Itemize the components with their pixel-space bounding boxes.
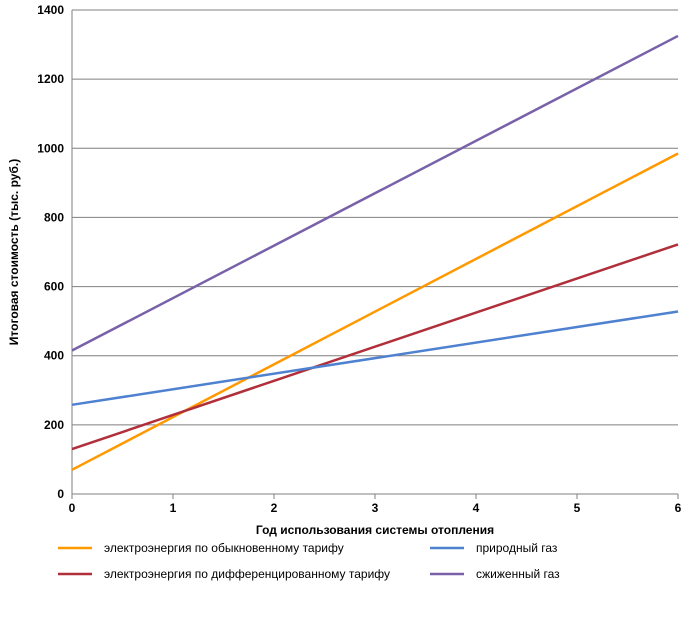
x-tick-label: 3 — [372, 501, 379, 515]
y-tick-label: 0 — [57, 487, 64, 501]
x-tick-label: 4 — [473, 501, 480, 515]
y-tick-label: 200 — [44, 418, 64, 432]
series-elec_regular — [72, 153, 678, 469]
legend-label-natural_gas: природный газ — [476, 541, 558, 555]
x-tick-label: 6 — [675, 501, 682, 515]
x-tick-label: 0 — [69, 501, 76, 515]
line-chart-svg: 0 200 400 600 800 1000 1200 1400 0 1 2 3 4 5 6 Год испо… — [0, 0, 688, 617]
series-lpg — [72, 36, 678, 351]
series-natural_gas — [72, 311, 678, 404]
y-tick-label: 1400 — [37, 3, 64, 17]
legend-label-elec_diff: электроэнергия по дифференцированному та… — [104, 567, 390, 581]
x-axis-title: Год использования системы отопления — [256, 523, 494, 537]
x-tick-label: 1 — [170, 501, 177, 515]
y-axis-title: Итоговая стоимость (тыс. руб.) — [7, 159, 21, 345]
x-tick-label: 5 — [574, 501, 581, 515]
y-tick-label: 400 — [44, 349, 64, 363]
y-tick-label: 800 — [44, 210, 64, 224]
y-tick-label: 1200 — [37, 72, 64, 86]
y-tick-label: 1000 — [37, 141, 64, 155]
chart-container: 0 200 400 600 800 1000 1200 1400 0 1 2 3 4 5 6 Год испо… — [0, 0, 688, 617]
series-elec_diff — [72, 244, 678, 449]
legend-label-lpg: сжиженный газ — [476, 567, 560, 581]
x-tick-label: 2 — [271, 501, 278, 515]
legend-label-elec_regular: электроэнергия по обыкновенному тарифу — [104, 541, 344, 555]
y-tick-label: 600 — [44, 280, 64, 294]
